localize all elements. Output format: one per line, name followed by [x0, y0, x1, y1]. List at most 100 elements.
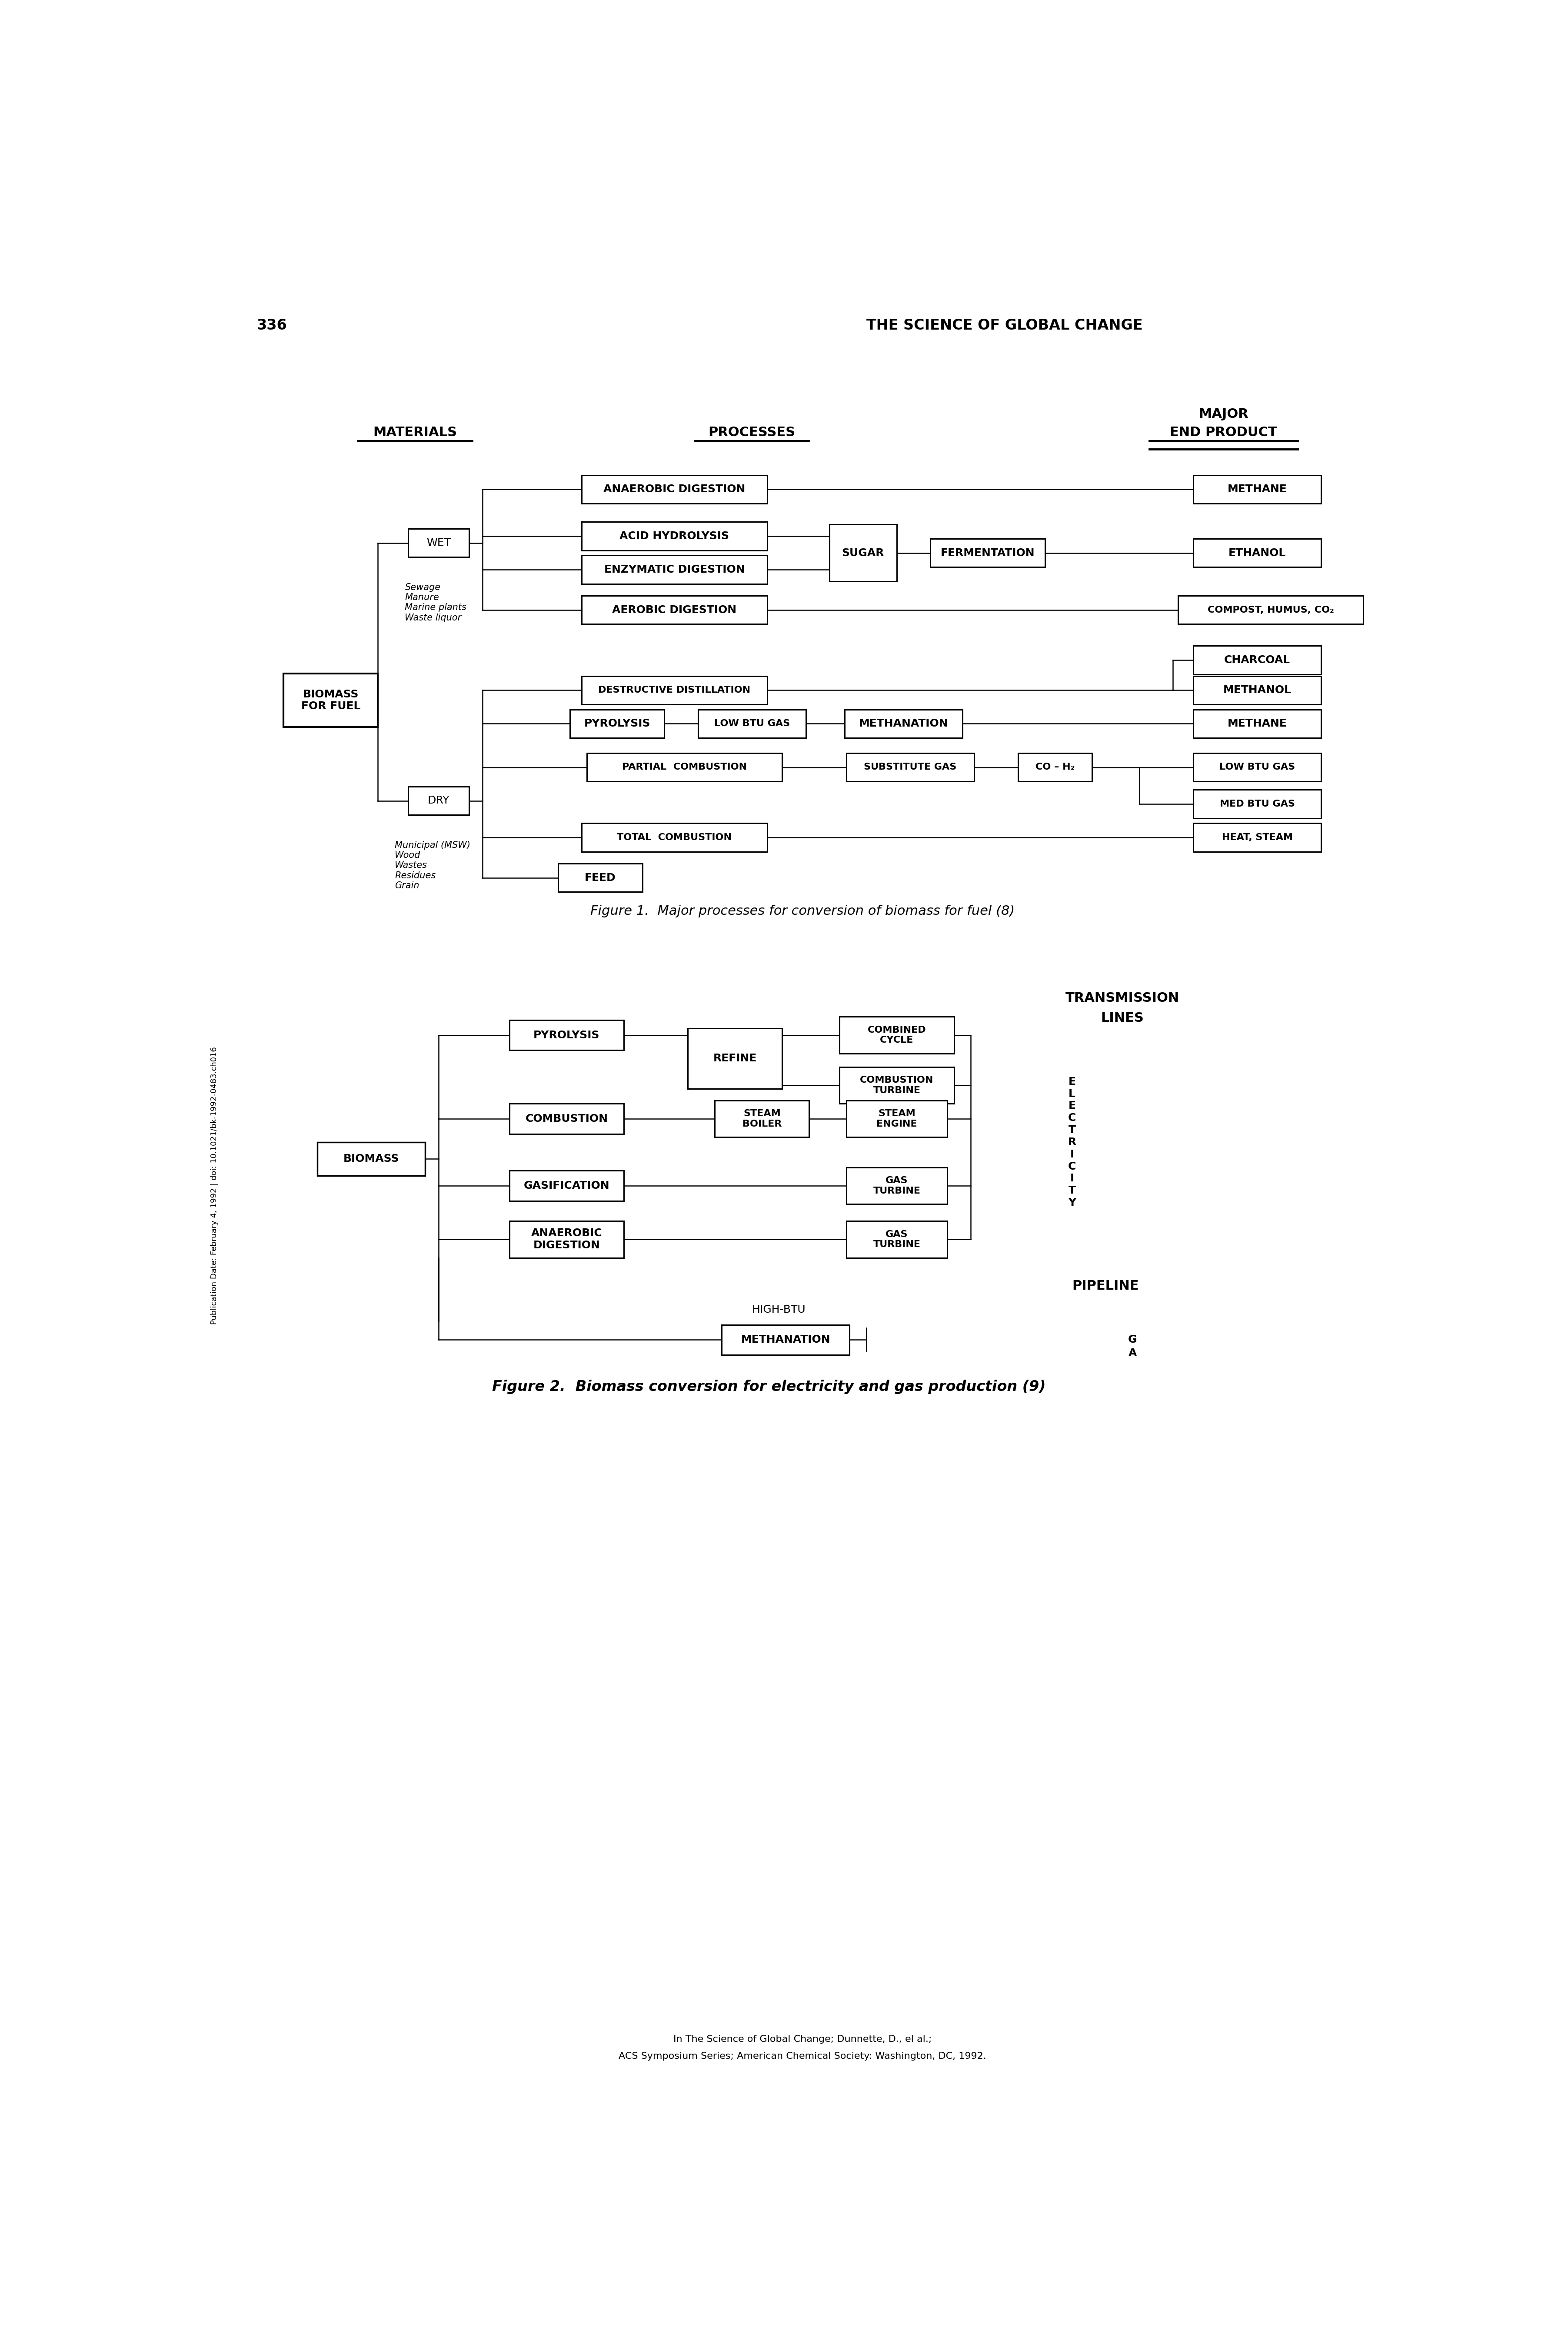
Text: GAS
TURBINE: GAS TURBINE [873, 1230, 920, 1249]
Text: END PRODUCT: END PRODUCT [1170, 425, 1278, 439]
Text: WET: WET [426, 538, 450, 547]
Text: ENZYMATIC DIGESTION: ENZYMATIC DIGESTION [604, 564, 745, 575]
Text: SUBSTITUTE GAS: SUBSTITUTE GAS [864, 763, 956, 772]
Text: Municipal (MSW)
Wood
Wastes
Residues
Grain: Municipal (MSW) Wood Wastes Residues Gra… [395, 841, 470, 890]
Text: Publication Date: February 4, 1992 | doi: 10.1021/bk-1992-0483.ch016: Publication Date: February 4, 1992 | doi… [210, 1047, 218, 1324]
FancyBboxPatch shape [582, 676, 767, 704]
FancyBboxPatch shape [847, 754, 974, 782]
FancyBboxPatch shape [408, 787, 469, 815]
Text: MED BTU GAS: MED BTU GAS [1220, 801, 1295, 808]
Text: COMBUSTION: COMBUSTION [525, 1113, 608, 1125]
Text: GAS
TURBINE: GAS TURBINE [873, 1176, 920, 1195]
FancyBboxPatch shape [582, 556, 767, 585]
Text: Figure 1.  Major processes for conversion of biomass for fuel (8): Figure 1. Major processes for conversion… [590, 904, 1014, 918]
FancyBboxPatch shape [284, 674, 378, 728]
Text: A: A [1129, 1348, 1137, 1359]
Text: HIGH-BTU: HIGH-BTU [753, 1305, 806, 1315]
Text: MAJOR: MAJOR [1198, 409, 1248, 420]
Text: In The Science of Global Change; Dunnette, D., el al.;: In The Science of Global Change; Dunnett… [673, 2036, 931, 2043]
Text: PIPELINE: PIPELINE [1073, 1280, 1138, 1291]
FancyBboxPatch shape [688, 1028, 782, 1089]
Text: Sewage
Manure
Marine plants
Waste liquor: Sewage Manure Marine plants Waste liquor [405, 582, 467, 622]
FancyBboxPatch shape [845, 709, 963, 737]
Text: METHANE: METHANE [1228, 484, 1287, 495]
Text: ACID HYDROLYSIS: ACID HYDROLYSIS [619, 531, 729, 542]
FancyBboxPatch shape [847, 1167, 947, 1205]
FancyBboxPatch shape [510, 1221, 624, 1259]
Text: Figure 2.  Biomass conversion for electricity and gas production (9): Figure 2. Biomass conversion for electri… [492, 1381, 1046, 1395]
Text: METHANE: METHANE [1228, 718, 1287, 728]
Text: BIOMASS: BIOMASS [343, 1153, 400, 1165]
FancyBboxPatch shape [582, 596, 767, 625]
Text: LINES: LINES [1101, 1012, 1145, 1024]
Text: LOW BTU GAS: LOW BTU GAS [1220, 763, 1295, 772]
FancyBboxPatch shape [930, 538, 1044, 568]
FancyBboxPatch shape [317, 1141, 425, 1176]
FancyBboxPatch shape [510, 1019, 624, 1050]
Text: FEED: FEED [585, 873, 616, 883]
FancyBboxPatch shape [582, 474, 767, 502]
Text: THE SCIENCE OF GLOBAL CHANGE: THE SCIENCE OF GLOBAL CHANGE [867, 317, 1143, 333]
FancyBboxPatch shape [1193, 538, 1322, 568]
Text: PYROLYSIS: PYROLYSIS [583, 718, 651, 728]
FancyBboxPatch shape [1193, 754, 1322, 782]
Text: COMBINED
CYCLE: COMBINED CYCLE [867, 1026, 927, 1045]
Text: CHARCOAL: CHARCOAL [1225, 655, 1290, 664]
FancyBboxPatch shape [715, 1101, 809, 1136]
Text: ETHANOL: ETHANOL [1228, 547, 1286, 559]
FancyBboxPatch shape [1193, 789, 1322, 819]
Text: DRY: DRY [428, 796, 450, 805]
Text: HEAT, STEAM: HEAT, STEAM [1221, 834, 1292, 843]
Text: TRANSMISSION: TRANSMISSION [1066, 991, 1179, 1005]
FancyBboxPatch shape [510, 1104, 624, 1134]
Text: METHANOL: METHANOL [1223, 686, 1292, 695]
Text: STEAM
BOILER: STEAM BOILER [742, 1108, 781, 1127]
Text: GASIFICATION: GASIFICATION [524, 1181, 610, 1190]
FancyBboxPatch shape [839, 1017, 953, 1054]
Text: COMBUSTION
TURBINE: COMBUSTION TURBINE [859, 1075, 933, 1094]
FancyBboxPatch shape [408, 528, 469, 556]
Text: CO – H₂: CO – H₂ [1035, 763, 1074, 772]
Text: REFINE: REFINE [713, 1054, 757, 1064]
Text: METHANATION: METHANATION [742, 1334, 831, 1345]
Text: METHANATION: METHANATION [859, 718, 949, 728]
FancyBboxPatch shape [510, 1172, 624, 1200]
Text: ANAEROBIC
DIGESTION: ANAEROBIC DIGESTION [532, 1228, 602, 1251]
Text: MATERIALS: MATERIALS [373, 425, 456, 439]
Text: DESTRUCTIVE DISTILLATION: DESTRUCTIVE DISTILLATION [599, 686, 751, 695]
Text: TOTAL  COMBUSTION: TOTAL COMBUSTION [618, 834, 732, 843]
Text: E
L
E
C
T
R
I
C
I
T
Y: E L E C T R I C I T Y [1068, 1075, 1076, 1207]
Text: COMPOST, HUMUS, CO₂: COMPOST, HUMUS, CO₂ [1207, 606, 1334, 615]
FancyBboxPatch shape [847, 1101, 947, 1136]
FancyBboxPatch shape [829, 524, 897, 582]
Text: PROCESSES: PROCESSES [709, 425, 795, 439]
FancyBboxPatch shape [1193, 474, 1322, 502]
Text: LOW BTU GAS: LOW BTU GAS [713, 718, 790, 728]
FancyBboxPatch shape [698, 709, 806, 737]
FancyBboxPatch shape [1193, 709, 1322, 737]
FancyBboxPatch shape [558, 864, 643, 892]
FancyBboxPatch shape [1193, 824, 1322, 852]
Text: STEAM
ENGINE: STEAM ENGINE [877, 1108, 917, 1127]
FancyBboxPatch shape [839, 1066, 953, 1104]
FancyBboxPatch shape [582, 521, 767, 549]
Text: PARTIAL  COMBUSTION: PARTIAL COMBUSTION [622, 763, 746, 772]
Text: BIOMASS
FOR FUEL: BIOMASS FOR FUEL [301, 688, 361, 711]
Text: PYROLYSIS: PYROLYSIS [533, 1031, 599, 1040]
Text: AEROBIC DIGESTION: AEROBIC DIGESTION [612, 606, 737, 615]
Text: 336: 336 [257, 317, 287, 333]
Text: ANAEROBIC DIGESTION: ANAEROBIC DIGESTION [604, 484, 745, 495]
FancyBboxPatch shape [582, 824, 767, 852]
Text: SUGAR: SUGAR [842, 547, 884, 559]
Text: FERMENTATION: FERMENTATION [941, 547, 1035, 559]
FancyBboxPatch shape [1018, 754, 1093, 782]
FancyBboxPatch shape [721, 1324, 850, 1355]
FancyBboxPatch shape [1178, 596, 1363, 625]
FancyBboxPatch shape [1193, 646, 1322, 674]
FancyBboxPatch shape [586, 754, 782, 782]
Text: ACS Symposium Series; American Chemical Society: Washington, DC, 1992.: ACS Symposium Series; American Chemical … [619, 2052, 986, 2062]
FancyBboxPatch shape [1193, 676, 1322, 704]
FancyBboxPatch shape [847, 1221, 947, 1259]
FancyBboxPatch shape [569, 709, 665, 737]
Text: G: G [1127, 1334, 1137, 1345]
